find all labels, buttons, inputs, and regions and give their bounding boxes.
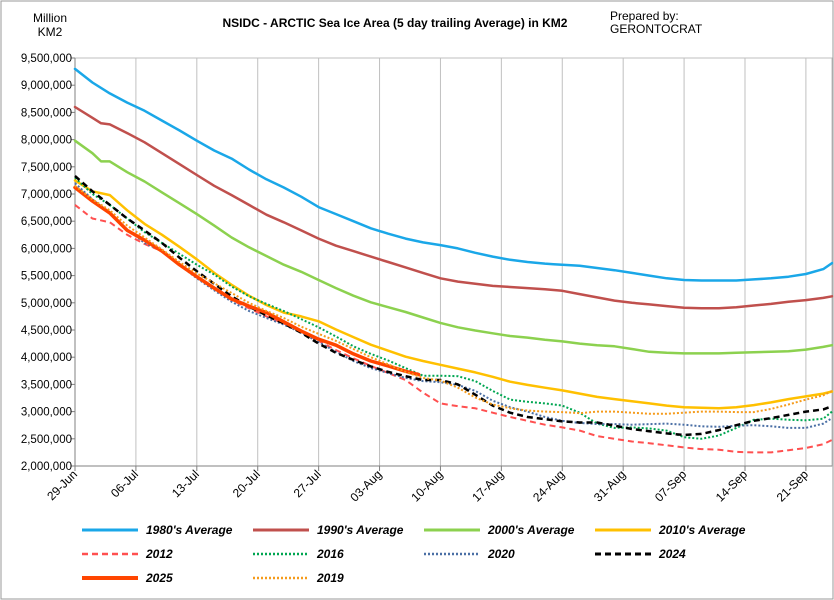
credit-line-1: Prepared by:	[610, 9, 679, 23]
series-lines	[73, 67, 834, 454]
legend-label-2019: 2019	[316, 571, 344, 585]
series-line-2000-s-average	[73, 139, 834, 355]
series-line-2025	[73, 185, 421, 377]
y-tick-label: 3,000,000	[21, 407, 72, 419]
y-tick-label: 3,500,000	[21, 379, 72, 391]
legend-label-2025: 2025	[145, 571, 173, 585]
y-axis-title-line-1: Million	[33, 11, 67, 25]
series-line-1990-s-average	[73, 105, 834, 310]
legend-label-2016: 2016	[316, 547, 344, 561]
series-line-2016	[74, 176, 833, 440]
y-tick-label: 4,000,000	[21, 352, 72, 364]
chart-title: NSIDC - ARCTIC Sea Ice Area (5 day trail…	[223, 16, 568, 30]
y-tick-label: 2,500,000	[21, 434, 72, 446]
series-line-2024	[74, 175, 833, 437]
series-line-2019	[74, 185, 833, 415]
y-tick-label: 8,000,000	[21, 135, 72, 147]
y-tick-label: 9,000,000	[21, 80, 72, 92]
legend: 1980's Average 1990's Average 2000's Avera…	[82, 523, 746, 585]
legend-label-2010-s-average: 2010's Average	[658, 523, 746, 537]
legend-label-2024: 2024	[658, 547, 686, 561]
y-axis: 2,000,000 2,500,000 3,000,000 3,500,000 4,00…	[21, 53, 832, 473]
grid-lines	[74, 58, 807, 466]
legend-label-1980-s-average: 1980's Average	[146, 523, 233, 537]
y-tick-label: 6,500,000	[21, 216, 72, 228]
y-tick-label: 8,500,000	[21, 107, 72, 119]
legend-label-2012: 2012	[145, 547, 173, 561]
legend-label-1990-s-average: 1990's Average	[317, 523, 404, 537]
y-axis-title-line-2: KM2	[38, 25, 63, 39]
y-tick-label: 9,500,000	[21, 53, 72, 65]
y-tick-label: 4,500,000	[21, 325, 72, 337]
y-tick-label: 7,000,000	[21, 189, 72, 201]
y-tick-label: 5,000,000	[21, 298, 72, 310]
legend-label-2020: 2020	[487, 547, 515, 561]
series-line-1980-s-average	[73, 67, 834, 282]
y-tick-label: 7,500,000	[21, 162, 72, 174]
y-tick-label: 6,000,000	[21, 243, 72, 255]
legend-label-2000-s-average: 2000's Average	[487, 523, 575, 537]
y-tick-label: 5,500,000	[21, 271, 72, 283]
y-tick-label: 2,000,000	[21, 461, 72, 473]
series-line-2010-s-average	[73, 179, 834, 410]
credit-line-2: GERONTOCRAT	[610, 22, 703, 36]
